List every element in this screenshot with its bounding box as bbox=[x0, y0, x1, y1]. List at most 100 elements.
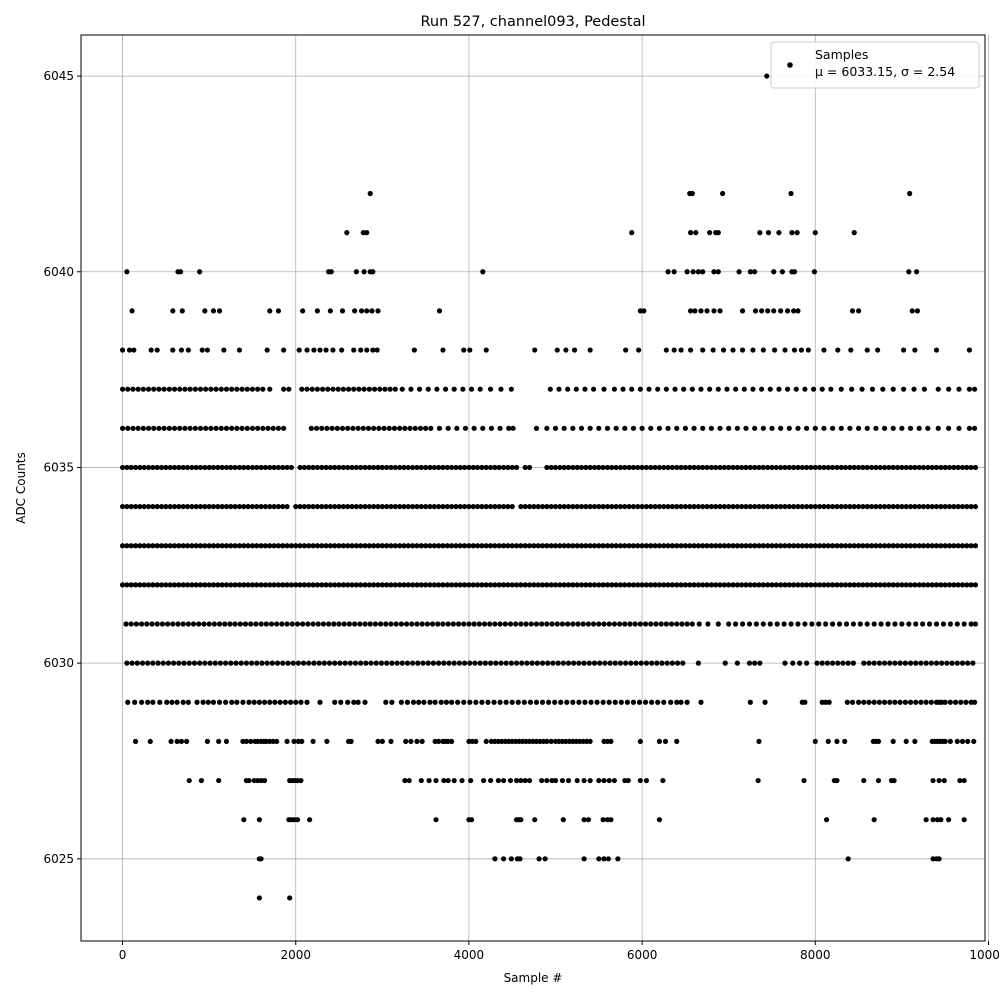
data-point bbox=[442, 386, 449, 392]
data-point bbox=[581, 856, 587, 862]
data-point bbox=[506, 425, 512, 431]
data-point bbox=[345, 699, 351, 705]
data-point bbox=[903, 582, 909, 588]
data-point bbox=[886, 582, 892, 588]
data-point bbox=[717, 582, 723, 588]
data-point bbox=[552, 777, 559, 784]
data-point bbox=[234, 386, 240, 392]
data-point bbox=[565, 660, 572, 666]
data-point bbox=[185, 347, 191, 353]
data-point bbox=[736, 269, 742, 275]
data-point bbox=[899, 464, 905, 471]
data-point bbox=[591, 464, 598, 471]
data-point bbox=[871, 660, 877, 666]
data-point bbox=[767, 621, 773, 627]
data-point bbox=[167, 464, 173, 471]
data-point bbox=[180, 464, 186, 471]
data-point bbox=[804, 660, 810, 666]
data-point bbox=[157, 699, 163, 705]
data-point bbox=[544, 777, 550, 784]
data-point bbox=[345, 582, 351, 588]
data-point bbox=[168, 738, 174, 745]
data-point bbox=[587, 347, 593, 353]
data-point bbox=[232, 464, 238, 471]
data-point bbox=[594, 699, 600, 705]
data-point bbox=[894, 543, 901, 549]
data-point bbox=[449, 738, 455, 745]
data-point bbox=[812, 230, 818, 236]
data-point bbox=[840, 660, 846, 666]
data-point bbox=[256, 895, 262, 901]
data-point bbox=[165, 660, 172, 666]
data-point bbox=[410, 543, 416, 549]
data-point bbox=[145, 386, 152, 392]
data-point bbox=[282, 699, 288, 705]
data-point bbox=[563, 347, 569, 353]
data-point bbox=[388, 503, 394, 510]
data-point bbox=[223, 503, 230, 510]
data-point bbox=[466, 464, 472, 471]
data-point bbox=[576, 699, 582, 705]
data-point bbox=[782, 347, 788, 353]
data-point bbox=[747, 503, 753, 510]
data-point bbox=[653, 621, 659, 627]
data-point bbox=[169, 699, 175, 705]
data-point bbox=[436, 425, 443, 431]
data-point bbox=[132, 582, 139, 588]
data-point bbox=[574, 464, 580, 471]
data-point bbox=[700, 543, 706, 549]
data-point bbox=[412, 425, 418, 431]
data-point bbox=[216, 308, 223, 314]
data-point bbox=[623, 660, 629, 666]
data-point bbox=[375, 543, 381, 549]
data-point bbox=[434, 386, 440, 392]
data-point bbox=[216, 738, 222, 745]
data-point bbox=[206, 503, 212, 510]
data-point bbox=[759, 386, 765, 392]
data-point bbox=[210, 699, 217, 705]
data-point bbox=[656, 425, 663, 431]
data-point bbox=[500, 543, 507, 549]
data-point bbox=[474, 503, 481, 510]
data-point bbox=[139, 699, 145, 705]
data-point bbox=[913, 660, 919, 666]
data-point bbox=[868, 464, 875, 471]
data-point bbox=[324, 425, 330, 431]
data-point bbox=[128, 582, 134, 588]
data-point bbox=[851, 230, 857, 236]
data-point bbox=[776, 230, 782, 236]
data-point bbox=[145, 464, 152, 471]
data-point bbox=[267, 699, 273, 705]
data-point bbox=[678, 464, 684, 471]
data-point bbox=[145, 543, 152, 549]
data-point bbox=[301, 503, 307, 510]
data-point bbox=[762, 699, 768, 705]
data-point bbox=[249, 386, 256, 392]
data-point bbox=[606, 621, 612, 627]
data-point bbox=[349, 464, 355, 471]
data-point bbox=[869, 386, 876, 392]
data-point bbox=[164, 699, 170, 705]
data-point bbox=[665, 543, 671, 549]
data-point bbox=[774, 621, 780, 627]
data-point bbox=[509, 582, 515, 588]
data-point bbox=[739, 503, 745, 510]
data-point bbox=[163, 582, 169, 588]
legend-marker bbox=[787, 62, 793, 68]
data-point bbox=[384, 464, 390, 471]
data-point bbox=[581, 817, 587, 823]
data-point bbox=[903, 464, 909, 471]
data-point bbox=[571, 660, 577, 666]
data-point bbox=[323, 347, 329, 353]
data-point bbox=[436, 543, 442, 549]
data-point bbox=[419, 738, 425, 745]
data-point bbox=[942, 464, 948, 471]
data-point bbox=[721, 543, 727, 549]
data-point bbox=[860, 464, 866, 471]
data-point bbox=[491, 699, 497, 705]
data-point bbox=[145, 660, 151, 666]
data-point bbox=[275, 464, 282, 471]
data-point bbox=[665, 269, 671, 275]
data-point bbox=[246, 699, 252, 705]
data-point bbox=[602, 660, 608, 666]
